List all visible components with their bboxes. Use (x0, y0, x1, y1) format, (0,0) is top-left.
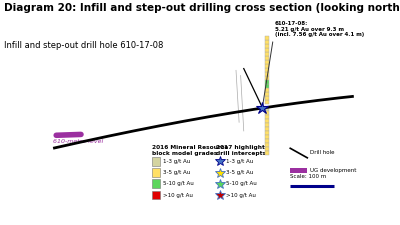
Bar (264, 139, 270, 143)
Text: 3-5 g/t Au: 3-5 g/t Au (162, 170, 190, 175)
Bar (264, 127, 270, 131)
Text: >10 g/t Au: >10 g/t Au (226, 193, 256, 198)
Text: 1-3 g/t Au: 1-3 g/t Au (162, 159, 190, 164)
Bar (264, 131, 270, 135)
Text: >10 g/t Au: >10 g/t Au (162, 193, 192, 198)
Text: 2016 Mineral Resource
block model grades: 2016 Mineral Resource block model grades (152, 145, 229, 156)
Bar (264, 92, 270, 96)
Bar (152, 180, 160, 188)
Text: 5-10 g/t Au: 5-10 g/t Au (162, 181, 193, 186)
Bar (264, 80, 270, 84)
Text: Diagram 20: Infill and step-out drilling cross section (looking north):: Diagram 20: Infill and step-out drilling… (4, 3, 400, 13)
Bar (264, 100, 270, 104)
Text: 1-3 g/t Au: 1-3 g/t Au (226, 159, 253, 164)
Bar (264, 60, 270, 64)
Text: UG development: UG development (310, 168, 356, 173)
Bar (264, 40, 270, 44)
Bar (264, 84, 270, 88)
Bar (264, 52, 270, 56)
Bar (264, 119, 270, 123)
Text: Scale: 100 m: Scale: 100 m (290, 174, 326, 180)
Bar (264, 76, 270, 80)
Bar (264, 135, 270, 139)
Bar (264, 115, 270, 119)
Bar (264, 111, 270, 115)
Text: 2017 highlight
drill intercepts: 2017 highlight drill intercepts (216, 145, 266, 156)
Bar (264, 151, 270, 155)
Bar (264, 44, 270, 48)
Bar (264, 48, 270, 52)
Bar (264, 96, 270, 100)
Text: 3-5 g/t Au: 3-5 g/t Au (226, 170, 253, 175)
Text: 5-10 g/t Au: 5-10 g/t Au (226, 181, 257, 186)
Bar (264, 68, 270, 72)
Bar (290, 168, 307, 173)
Text: Infill and step-out drill hole 610-17-08: Infill and step-out drill hole 610-17-08 (4, 40, 163, 50)
Bar (152, 157, 160, 166)
Bar (152, 191, 160, 199)
Text: 610-metre level: 610-metre level (53, 139, 103, 144)
Bar (264, 36, 270, 40)
Bar (264, 72, 270, 76)
Bar (264, 56, 270, 60)
Bar (264, 64, 270, 68)
Text: Drill hole: Drill hole (310, 150, 334, 155)
Bar (264, 147, 270, 151)
Bar (264, 88, 270, 92)
Bar (264, 143, 270, 147)
Bar (264, 107, 270, 111)
Bar (264, 123, 270, 127)
Text: 610-17-08:
5.21 g/t Au over 9.3 m
(incl. 7.56 g/t Au over 4.1 m): 610-17-08: 5.21 g/t Au over 9.3 m (incl.… (275, 21, 364, 37)
Bar (152, 168, 160, 177)
